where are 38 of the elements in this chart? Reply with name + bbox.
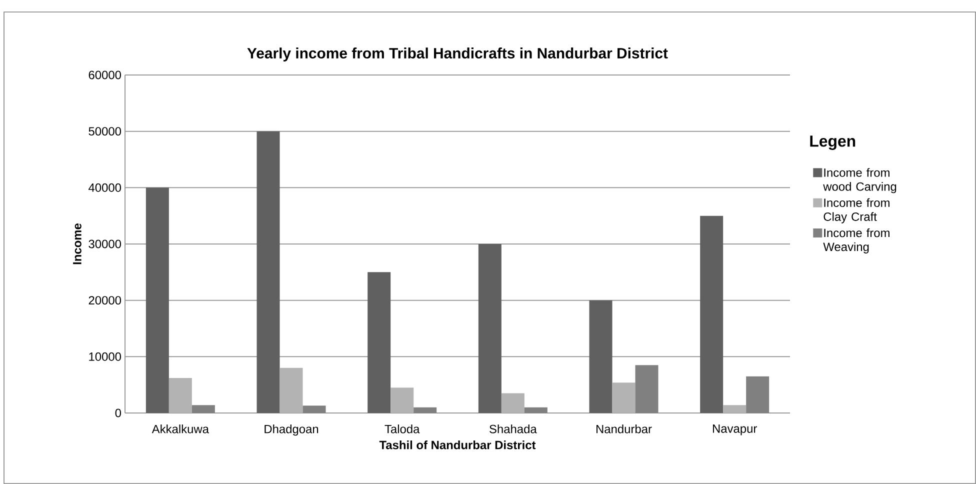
bar: [478, 244, 502, 413]
bar: [368, 272, 391, 413]
x-tick-label: Nandurbar: [596, 424, 652, 434]
y-tick-label: 10000: [89, 352, 122, 361]
legend-title: Legen: [810, 136, 856, 150]
bar: [414, 407, 437, 413]
bar: [635, 365, 658, 413]
x-tick-label: Akkalkuwa: [152, 424, 209, 434]
bar: [589, 300, 612, 413]
bar: [192, 405, 215, 413]
chart-title: Yearly income from Tribal Handicrafts in Nandurbar District: [247, 48, 668, 62]
y-axis-title: Income: [73, 223, 82, 264]
bar: [390, 388, 414, 413]
bar: [168, 378, 192, 413]
y-tick-label: 0: [115, 408, 122, 418]
bar: [612, 382, 636, 413]
bar: [146, 188, 169, 413]
y-tick-label: 20000: [88, 296, 122, 305]
x-tick-label: Shahada: [490, 424, 537, 434]
x-axis-title: Tashil of Nandurbar District: [379, 440, 536, 450]
legend-label: Income from Clay Craft: [824, 198, 890, 224]
bar: [256, 131, 280, 413]
bar: [746, 376, 770, 413]
bar: [501, 393, 524, 413]
x-tick-label: Taloda: [384, 424, 420, 434]
y-tick-label: 40000: [88, 183, 122, 192]
bar: [280, 368, 303, 413]
y-tick-label: 50000: [88, 127, 122, 136]
legend-label: Income from wood Carving: [823, 168, 896, 194]
bar: [700, 216, 724, 413]
bar: [723, 405, 746, 413]
bar: [524, 407, 548, 413]
legend-label: Income from Weaving: [823, 228, 890, 254]
y-tick-label: 60000: [88, 70, 122, 80]
y-tick-label: 30000: [88, 240, 122, 248]
x-tick-label: Dhadgoan: [264, 424, 318, 436]
bar: [302, 406, 326, 413]
x-tick-label: Navapur: [712, 424, 757, 436]
